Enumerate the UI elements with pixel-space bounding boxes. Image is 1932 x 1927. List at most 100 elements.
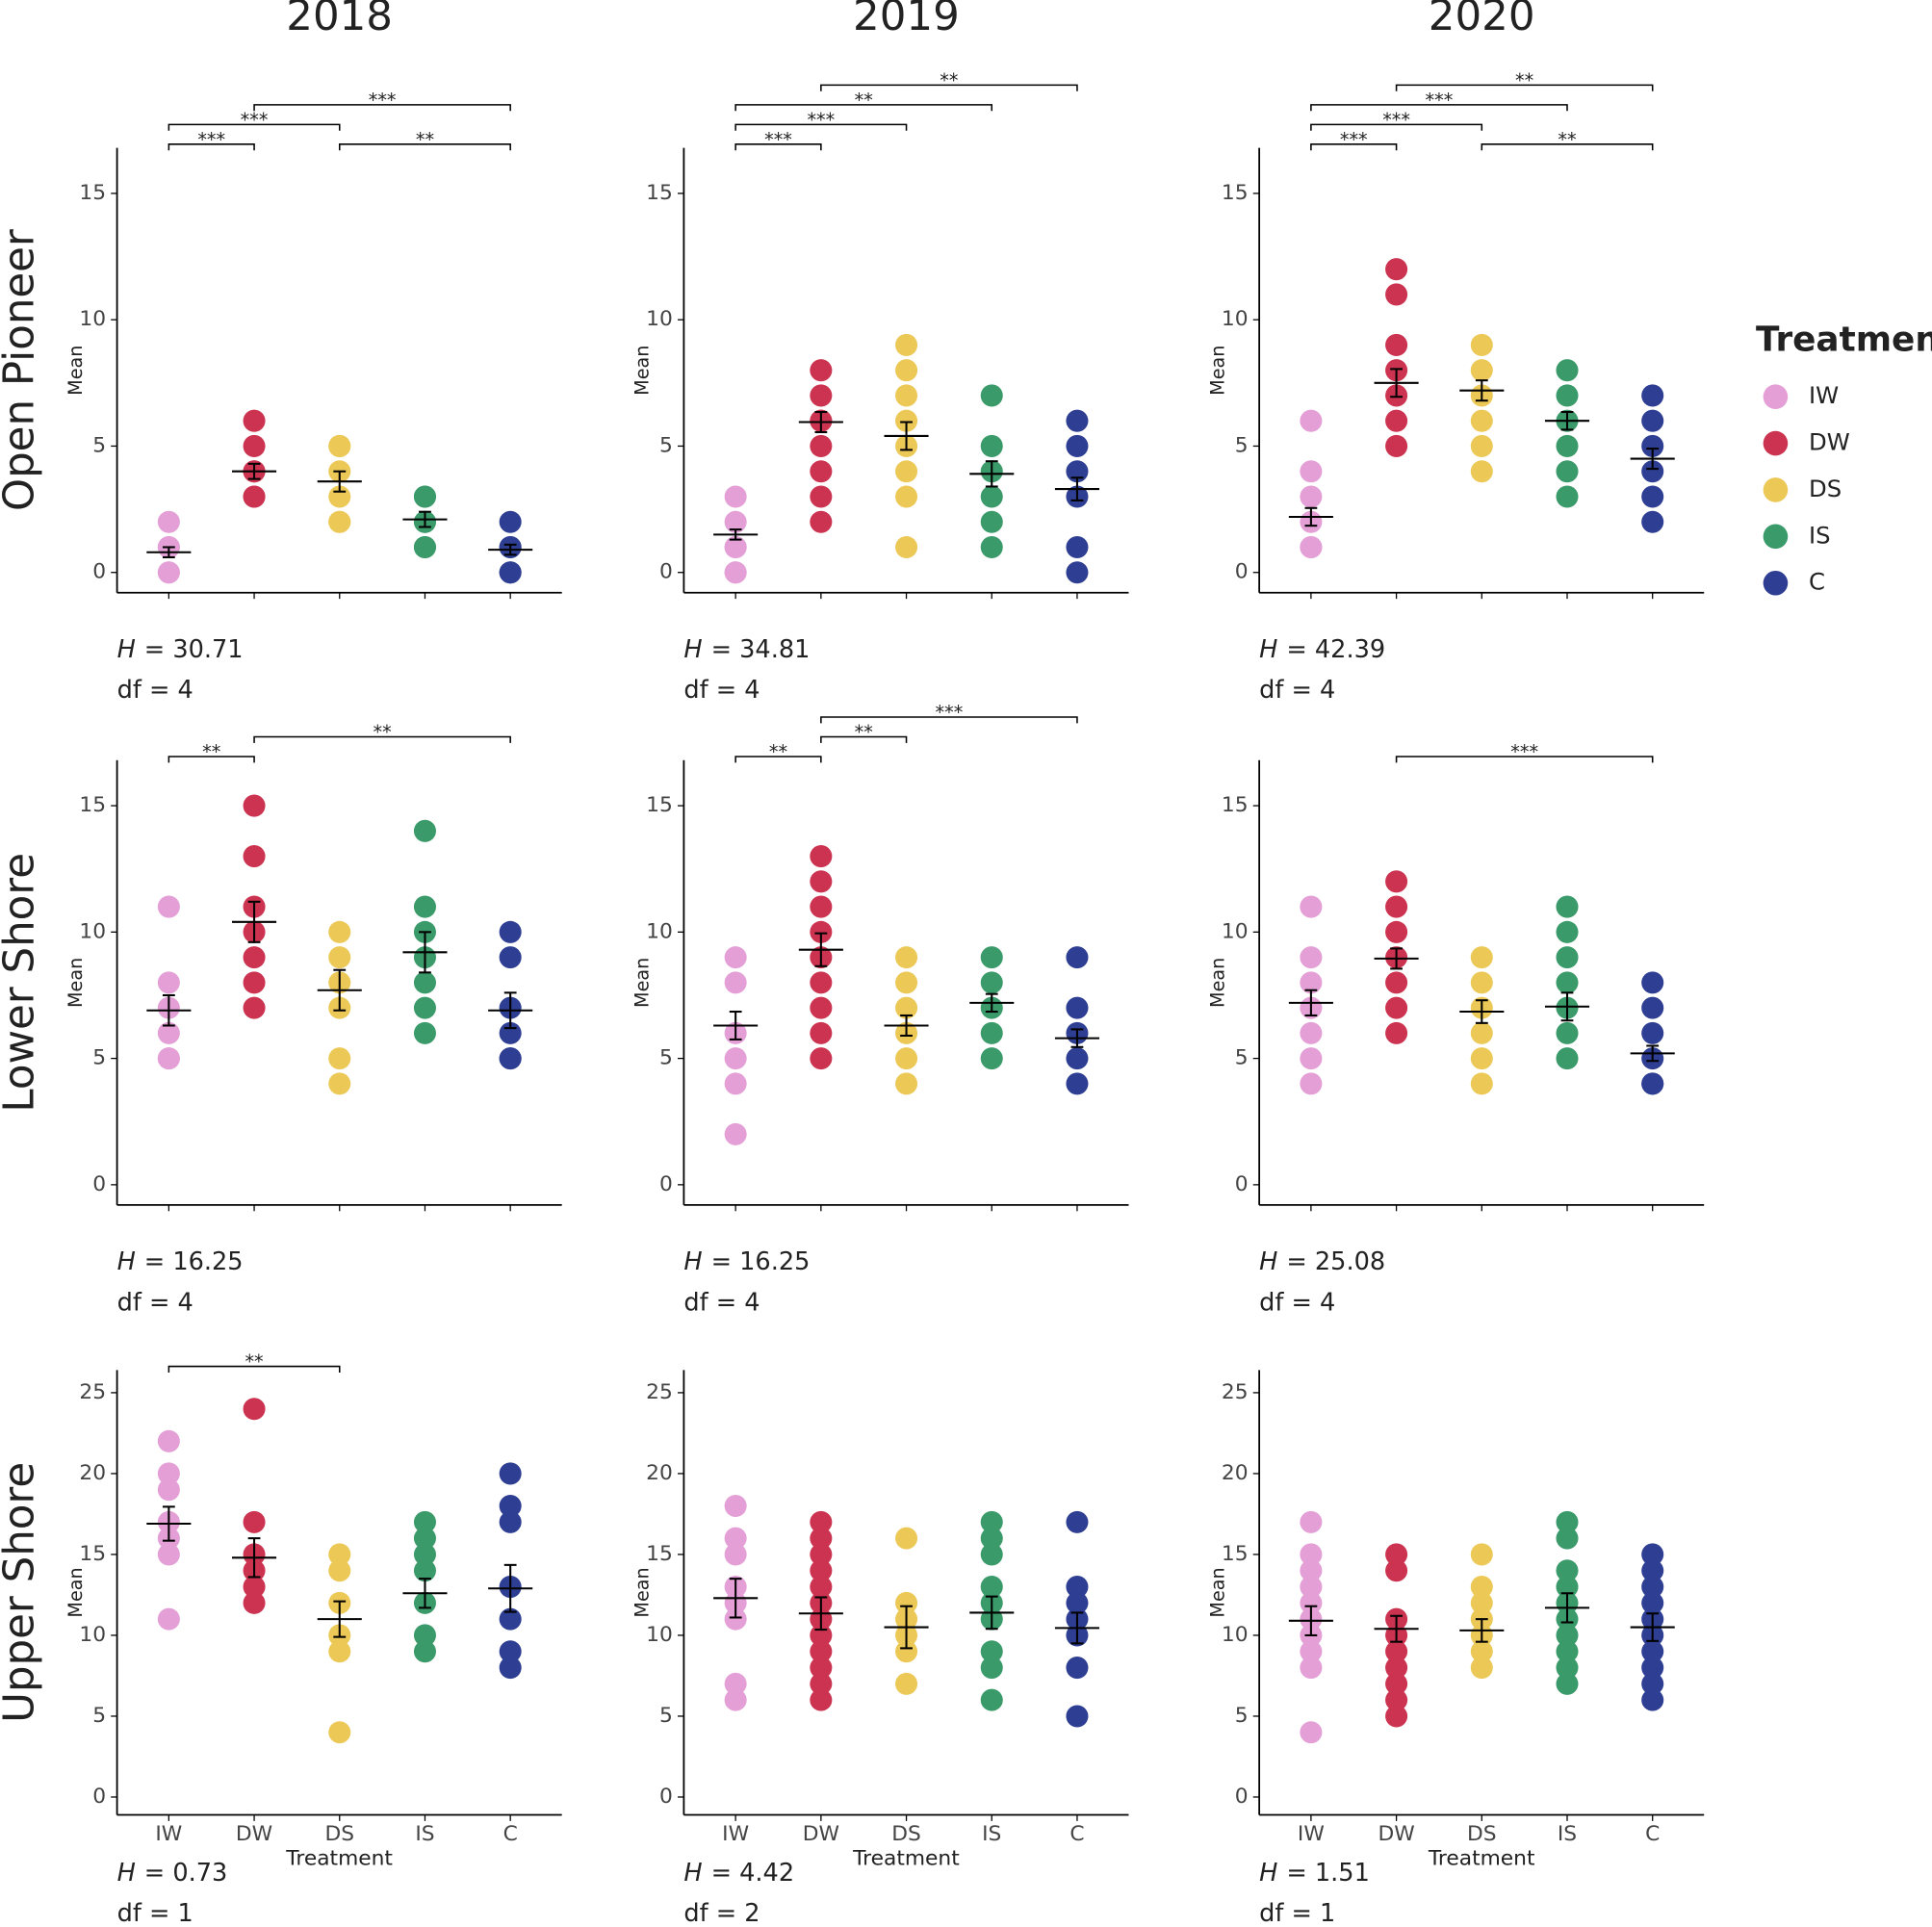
data-point (1300, 1021, 1323, 1044)
data-point (1066, 1576, 1089, 1599)
error-bar (985, 1595, 998, 1631)
data-point (1066, 1705, 1089, 1728)
x-axis-label: Treatment (852, 1847, 960, 1871)
statistic-value: = 16.25 (711, 1247, 811, 1276)
data-point (1641, 1657, 1664, 1680)
data-point (1066, 1510, 1089, 1533)
x-tick-label: DS (891, 1822, 921, 1846)
y-tick-label: 5 (92, 1704, 106, 1728)
significance-bracket (253, 104, 511, 112)
error-bar (1646, 1612, 1660, 1642)
data-point (1066, 1657, 1089, 1680)
statistic: H = 34.81 (683, 635, 810, 664)
y-tick-label: 0 (659, 560, 673, 584)
data-point (1300, 1657, 1323, 1680)
significance-label: ** (940, 69, 959, 91)
data-point (157, 1462, 180, 1485)
data-point (724, 1527, 747, 1550)
data-point (724, 1543, 747, 1566)
y-tick-label: 15 (79, 1542, 106, 1566)
data-point (810, 1543, 833, 1566)
legend-swatch (1763, 524, 1789, 550)
data-point (1556, 384, 1579, 407)
significance-bracket (734, 756, 822, 763)
y-tick-label: 15 (1222, 793, 1249, 817)
data-point (1470, 1543, 1493, 1566)
x-tick-label: IW (1298, 1822, 1325, 1846)
y-tick-label: 20 (646, 1461, 673, 1485)
row-label: Lower Shore (0, 853, 44, 1113)
data-point (499, 561, 522, 584)
statistic-symbol: H (683, 1859, 702, 1888)
data-point (1385, 258, 1408, 281)
data-point (243, 946, 266, 969)
data-point (810, 1640, 833, 1663)
error-bar (419, 510, 431, 528)
data-point (1385, 1688, 1408, 1711)
statistic-value: = 0.73 (144, 1859, 228, 1888)
data-point (499, 1047, 522, 1070)
y-tick-label: 25 (1222, 1380, 1249, 1404)
x-tick-label: DW (803, 1822, 839, 1846)
data-point (1300, 971, 1323, 994)
statistic: H = 30.71 (117, 635, 244, 664)
data-point (1641, 1688, 1664, 1711)
data-point (1300, 1072, 1323, 1095)
data-point (243, 794, 266, 817)
data-point (1385, 920, 1408, 943)
data-point (1066, 409, 1089, 432)
statistic: H = 42.39 (1259, 635, 1385, 664)
data-point (810, 870, 833, 893)
data-point (499, 1657, 522, 1680)
data-point (413, 1624, 436, 1647)
data-point (1470, 1021, 1493, 1044)
column-title: 2020 (1429, 0, 1535, 40)
legend-title: Treatment (1756, 321, 1932, 360)
error-bar (900, 421, 913, 451)
data-point (1641, 996, 1664, 1019)
data-point (413, 819, 436, 842)
x-tick-label: C (503, 1822, 518, 1846)
data-point (980, 1047, 1003, 1070)
data-point (1641, 1591, 1664, 1614)
data-point (328, 920, 351, 943)
error-bar (985, 992, 998, 1014)
y-tick-label: 20 (1222, 1461, 1249, 1485)
error-bar (162, 546, 175, 558)
data-point (895, 359, 918, 382)
x-tick-label: C (1645, 1822, 1660, 1846)
data-point (499, 1607, 522, 1631)
error-bar (1304, 989, 1318, 1016)
error-bar (1646, 448, 1660, 471)
data-point (413, 1640, 436, 1663)
significance-bracket (167, 756, 255, 763)
significance-label: *** (369, 90, 397, 112)
data-point (1385, 283, 1408, 306)
significance-label: *** (1510, 741, 1538, 763)
data-point (1556, 1510, 1579, 1533)
data-point (724, 485, 747, 508)
statistic: H = 0.73 (117, 1859, 228, 1888)
error-bar (419, 1578, 431, 1609)
legend-label: DS (1809, 475, 1842, 502)
y-tick-label: 15 (646, 181, 673, 205)
data-point (1470, 1640, 1493, 1663)
data-point (1556, 1672, 1579, 1695)
y-tick-label: 0 (92, 560, 106, 584)
significance-bracket (1481, 143, 1654, 151)
statistic-value: = 1.51 (1286, 1859, 1370, 1888)
error-bar (814, 1596, 828, 1632)
data-point (1066, 1072, 1089, 1095)
data-point (980, 1543, 1003, 1566)
data-point (980, 1640, 1003, 1663)
data-point (724, 1072, 747, 1095)
data-point (1556, 485, 1579, 508)
y-tick-label: 10 (646, 919, 673, 943)
data-point (1385, 1705, 1408, 1728)
y-tick-label: 15 (646, 793, 673, 817)
error-bar (333, 1600, 347, 1638)
data-point (157, 895, 180, 918)
data-point (1470, 409, 1493, 432)
x-tick-label: IS (415, 1822, 434, 1846)
data-point (1300, 895, 1323, 918)
